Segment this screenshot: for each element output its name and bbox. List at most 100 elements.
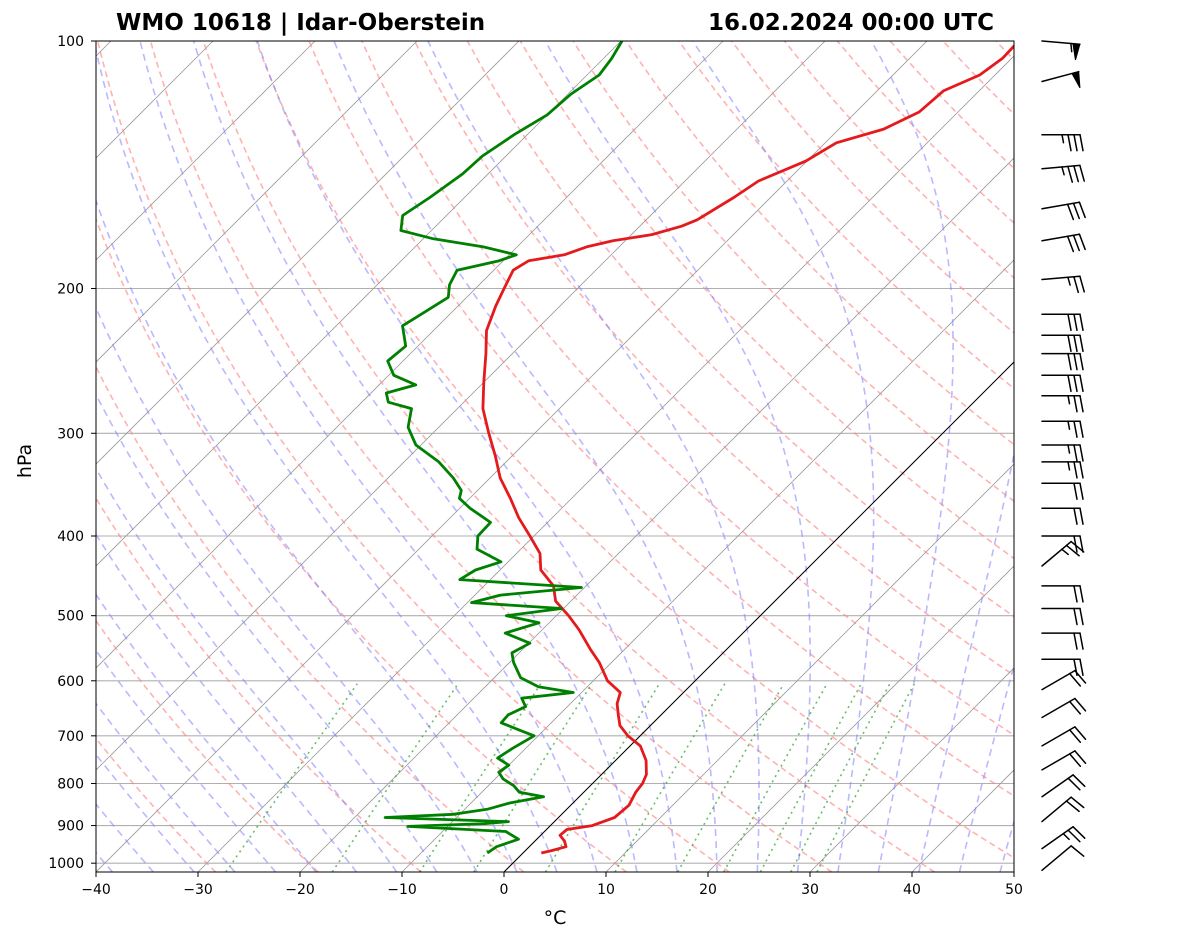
x-tick-label: −10: [387, 882, 417, 898]
y-axis-label: hPa: [14, 444, 36, 478]
isotherm-line: [96, 41, 418, 363]
isotherm-line: [605, 463, 1014, 872]
wind-barb: [1041, 313, 1084, 332]
dewpoint-profile-line: [383, 41, 624, 855]
mixing-ratio-line: [723, 683, 828, 872]
dry-adiabat: [96, 365, 525, 872]
y-tick-label: 700: [57, 729, 84, 745]
wind-barb: [1041, 394, 1084, 413]
wind-barb: [1041, 845, 1085, 872]
dry-adiabat: [1154, 41, 1181, 872]
grid-lines: [0, 41, 1014, 872]
wind-barb: [1041, 774, 1086, 798]
temperature-profile-line: [481, 44, 1014, 855]
moist-adiabat: [333, 41, 718, 872]
zero-isotherm: [503, 361, 1014, 872]
isotherm-line: [707, 565, 1014, 872]
y-tick-label: 400: [57, 529, 84, 545]
wind-barb: [1041, 444, 1084, 462]
isotherm-line: [0, 41, 9, 872]
wind-barb: [1041, 352, 1084, 371]
dry-adiabat: [96, 619, 319, 872]
wind-barb: [1041, 750, 1087, 771]
y-tick-label: 1000: [48, 856, 84, 872]
dry-adiabat: [783, 41, 1014, 279]
wind-barb: [1041, 374, 1084, 393]
wind-barb: [1041, 40, 1081, 61]
mixing-ratio-line: [759, 683, 863, 872]
mixing-ratio-line: [816, 683, 916, 872]
dry-adiabat: [96, 217, 627, 872]
dry-adiabat: [995, 41, 1014, 61]
dry-adiabat: [361, 41, 1014, 737]
wind-barb: [1041, 796, 1085, 823]
plot-frame: [95, 40, 1015, 873]
x-tick-label: 20: [699, 882, 717, 898]
moist-adiabat: [958, 663, 1014, 872]
moist-adiabat: [96, 305, 478, 872]
mixing-ratio-line: [225, 683, 358, 872]
dry-adiabat: [678, 41, 1014, 390]
mixing-ratio-line: [331, 683, 459, 872]
x-tick-label: −20: [285, 882, 315, 898]
wind-barb: [1041, 482, 1084, 500]
isotherm-line: [96, 41, 622, 567]
wind-barb: [1041, 585, 1084, 603]
moist-adiabat: [96, 802, 154, 872]
y-tick-label: 100: [57, 34, 84, 50]
moist-adiabat: [999, 818, 1014, 872]
moist-adiabat: [96, 198, 518, 872]
wind-barbs: [1041, 40, 1087, 872]
isotherm-line: [96, 41, 826, 771]
dry-adiabat: [149, 41, 833, 872]
thermo-reference-lines: [96, 41, 1181, 872]
moist-adiabat: [96, 753, 195, 872]
moist-adiabat: [96, 466, 398, 872]
y-tick-label: 800: [57, 777, 84, 793]
y-tick-label: 600: [57, 674, 84, 690]
wind-barb: [1041, 507, 1084, 525]
y-tick-label: 300: [57, 426, 84, 442]
moist-adiabat: [139, 41, 598, 872]
y-tick-label: 900: [57, 819, 84, 835]
moist-adiabat: [692, 41, 875, 872]
x-tick-label: 10: [597, 882, 615, 898]
isotherm-line: [96, 41, 316, 261]
moist-adiabat: [192, 41, 638, 872]
wind-barb: [1041, 540, 1085, 567]
dry-adiabat: [519, 41, 1014, 560]
isotherm-line: [197, 55, 1014, 872]
dry-adiabat: [889, 41, 1014, 170]
wind-barb: [1041, 632, 1084, 650]
dry-adiabat: [96, 41, 730, 872]
y-axis-ticks: 100 200 300 400 500 600 700 800 900 1000: [48, 34, 96, 872]
x-tick-label: 40: [903, 882, 921, 898]
wind-barb: [1041, 201, 1086, 221]
isotherm-line: [401, 259, 1014, 872]
wind-barb: [1041, 334, 1084, 353]
wind-barb: [1041, 826, 1086, 850]
y-tick-label: 200: [57, 282, 84, 298]
moist-adiabat: [96, 593, 317, 872]
dry-adiabat: [308, 41, 1014, 797]
wind-barb: [1041, 461, 1084, 479]
mixing-ratio-line: [419, 683, 542, 872]
x-tick-label: 30: [801, 882, 819, 898]
x-tick-label: −40: [81, 882, 111, 898]
isotherm-line: [96, 41, 928, 872]
mixing-ratio-line: [544, 683, 661, 872]
wind-barb: [1041, 535, 1084, 553]
isotherm-line: [299, 157, 1014, 872]
wind-barb: [1041, 607, 1084, 626]
wind-barb: [1041, 697, 1087, 719]
wind-barb: [1041, 726, 1087, 747]
wind-barb: [1041, 164, 1085, 183]
isotherm-line: [809, 667, 1014, 872]
moist-adiabat: [256, 41, 678, 872]
x-axis-ticks: −40 −30 −20 −10 0 10 20 30 40 50: [81, 872, 1023, 898]
dry-adiabat: [202, 41, 936, 872]
y-tick-label: 500: [57, 609, 84, 625]
moist-adiabat: [918, 450, 1014, 872]
profile-series: [383, 41, 1014, 855]
